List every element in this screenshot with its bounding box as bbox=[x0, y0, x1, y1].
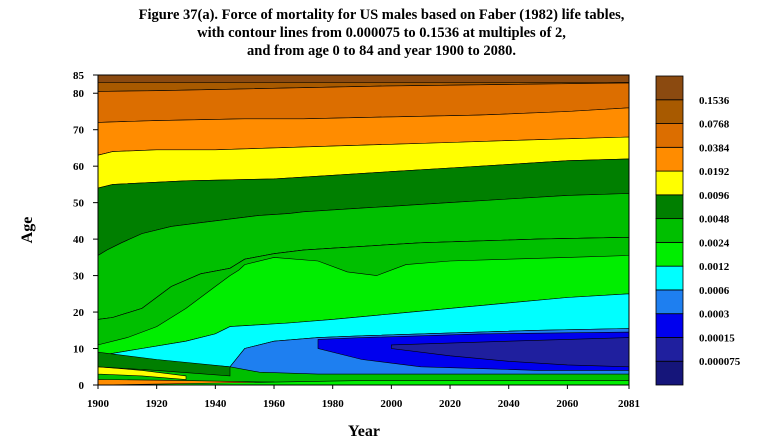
legend-swatch bbox=[655, 313, 684, 338]
x-tick-label: 2020 bbox=[439, 398, 462, 410]
x-tick-label: 1940 bbox=[204, 398, 227, 410]
legend-label: 0.0006 bbox=[699, 285, 730, 297]
legend-swatch bbox=[655, 241, 684, 267]
y-tick-label: 50 bbox=[73, 198, 85, 210]
x-axis-label: Year bbox=[348, 423, 380, 440]
plot-frame bbox=[97, 74, 630, 386]
legend-label: 0.00015 bbox=[699, 332, 735, 344]
color-legend: 0.000075 0.00015 0.0003 0.0006 0.0012 0.0024 0… bbox=[655, 75, 741, 386]
legend-swatch bbox=[655, 170, 684, 196]
x-tick-label: 1900 bbox=[87, 398, 110, 410]
chart-title-line-1: Figure 37(a). Force of mortality for US … bbox=[138, 7, 625, 23]
x-tick-label: 2060 bbox=[556, 398, 579, 410]
x-tick-label: 1980 bbox=[322, 398, 345, 410]
legend-swatch bbox=[655, 337, 684, 362]
contour-bands bbox=[97, 74, 630, 386]
legend-label: 0.1536 bbox=[699, 95, 730, 107]
x-axis: 1900 1920 1940 1960 1980 2000 2020 2040 2060 2081 bbox=[87, 385, 640, 410]
chart-title: Figure 37(a). Force of mortality for US … bbox=[0, 6, 763, 60]
x-tick-label: 1920 bbox=[146, 398, 169, 410]
legend-label: 0.0012 bbox=[699, 261, 730, 273]
y-tick-label: 0 bbox=[79, 380, 85, 392]
y-tick-label: 10 bbox=[73, 344, 85, 356]
y-tick-label: 85 bbox=[73, 70, 85, 82]
legend-swatch bbox=[655, 360, 684, 386]
x-tick-label: 2000 bbox=[380, 398, 403, 410]
legend-label: 0.0003 bbox=[699, 309, 730, 321]
y-axis-label: Age bbox=[19, 217, 36, 244]
legend-swatch bbox=[655, 75, 684, 101]
y-tick-label: 80 bbox=[73, 88, 85, 100]
x-tick-label: 2040 bbox=[498, 398, 521, 410]
y-tick-label: 70 bbox=[73, 125, 85, 137]
legend-swatch bbox=[655, 123, 684, 148]
legend-label: 0.0048 bbox=[699, 214, 730, 226]
legend-label: 0.000075 bbox=[699, 356, 741, 368]
legend-label: 0.0192 bbox=[699, 166, 730, 178]
y-tick-label: 30 bbox=[73, 271, 85, 283]
legend-label: 0.0384 bbox=[699, 142, 730, 154]
legend-swatch bbox=[655, 218, 684, 243]
legend-swatch bbox=[655, 99, 684, 124]
legend-swatch bbox=[655, 146, 684, 172]
x-tick-label: 1960 bbox=[263, 398, 286, 410]
legend-label: 0.0096 bbox=[699, 190, 730, 202]
y-tick-label: 60 bbox=[73, 161, 85, 173]
y-tick-label: 20 bbox=[73, 307, 85, 319]
legend-swatch bbox=[655, 194, 684, 220]
chart-title-line-3: and from age 0 to 84 and year 1900 to 20… bbox=[247, 43, 516, 59]
legend-label: 0.0768 bbox=[699, 119, 730, 131]
x-tick-label: 2081 bbox=[618, 398, 640, 410]
chart-title-line-2: with contour lines from 0.000075 to 0.15… bbox=[197, 25, 566, 41]
legend-swatch bbox=[655, 265, 684, 291]
y-tick-label: 40 bbox=[73, 234, 85, 246]
legend-swatch bbox=[655, 289, 684, 315]
y-axis: 0 10 20 30 40 50 60 70 80 85 bbox=[73, 70, 98, 392]
contour-band-0.1536 bbox=[97, 74, 630, 83]
legend-label: 0.0024 bbox=[699, 237, 730, 249]
